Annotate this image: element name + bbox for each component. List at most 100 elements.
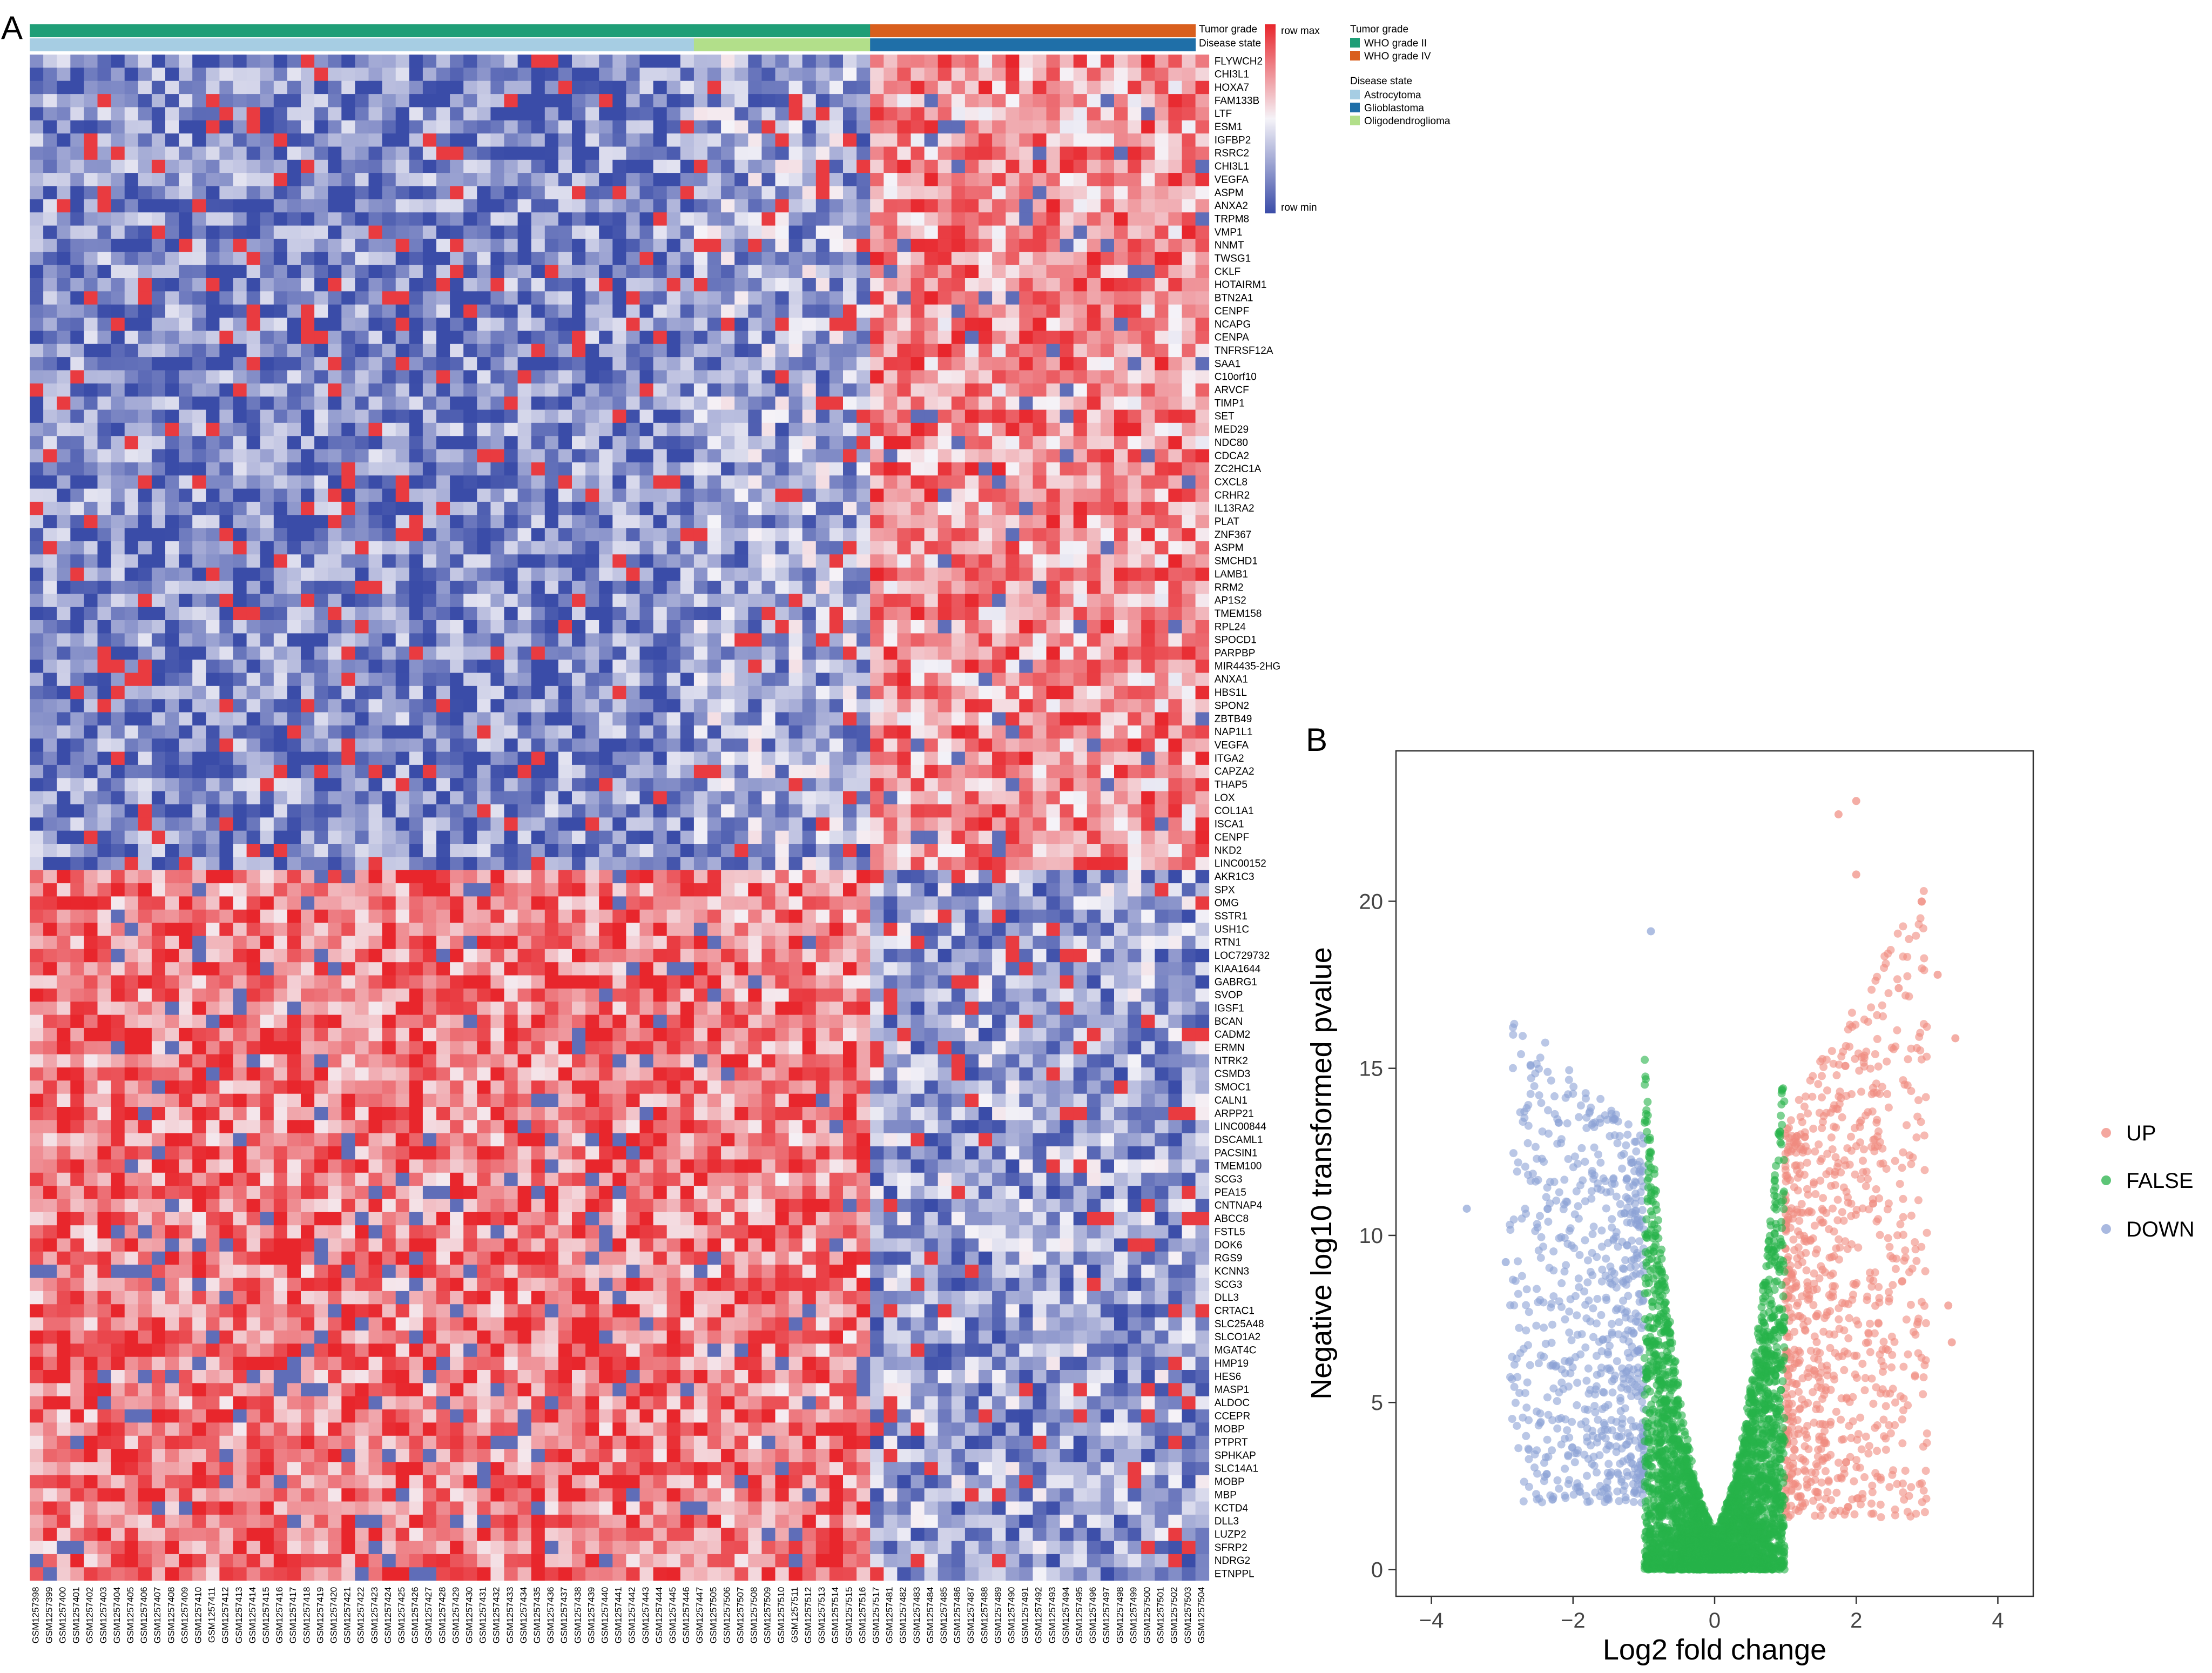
heat-cell <box>857 304 871 318</box>
heat-cell <box>693 633 708 647</box>
heat-cell <box>1100 501 1115 515</box>
heat-cell <box>599 633 613 647</box>
heat-cell <box>273 554 288 568</box>
heat-cell <box>666 225 681 239</box>
heat-cell <box>436 554 450 568</box>
heat-cell <box>1141 660 1155 673</box>
heat-cell <box>233 725 247 739</box>
heat-cell <box>1114 567 1128 581</box>
heat-cell <box>490 173 504 186</box>
heat-cell <box>884 173 898 186</box>
heat-cell <box>233 265 247 279</box>
heat-cell <box>612 660 626 673</box>
heat-cell <box>517 778 532 792</box>
heat-cell <box>301 146 315 160</box>
heat-cell <box>761 265 775 279</box>
heat-cell <box>355 751 369 765</box>
heat-cell <box>192 581 206 594</box>
heat-cell <box>233 225 247 239</box>
heat-cell <box>748 186 762 200</box>
heat-cell <box>653 80 667 95</box>
heat-cell <box>382 804 396 818</box>
heat-cell <box>1073 107 1088 121</box>
heat-cell <box>788 291 803 305</box>
heat-cell <box>84 567 98 581</box>
heat-cell <box>666 199 681 213</box>
heat-cell <box>815 422 830 436</box>
heat-cell <box>477 120 491 134</box>
heat-cell <box>382 660 396 673</box>
heat-cell <box>463 409 477 424</box>
heat-cell <box>1168 462 1182 476</box>
heat-cell <box>585 436 599 449</box>
heat-cell <box>1195 712 1210 726</box>
heat-cell <box>924 686 939 700</box>
heat-cell <box>815 159 830 173</box>
heat-cell <box>1087 252 1101 266</box>
heat-cell <box>301 594 315 608</box>
heat-cell <box>206 370 220 384</box>
heat-cell <box>436 764 450 778</box>
heat-cell <box>436 462 450 476</box>
heat-cell <box>111 80 125 95</box>
heat-cell <box>1046 225 1060 239</box>
heat-cell <box>84 370 98 384</box>
heat-cell <box>558 146 572 160</box>
heat-cell <box>1087 68 1101 82</box>
heat-cell <box>301 68 315 82</box>
heat-cell <box>951 383 966 397</box>
heat-cell <box>341 738 355 752</box>
heat-cell <box>395 186 410 200</box>
heat-cell <box>857 791 871 805</box>
heat-cell <box>531 357 545 371</box>
heat-cell <box>639 344 653 358</box>
heat-cell <box>84 462 98 476</box>
heat-cell <box>1195 764 1210 778</box>
heat-cell <box>1100 133 1115 147</box>
heat-cell <box>355 791 369 805</box>
heat-cell <box>233 238 247 252</box>
heat-cell <box>490 304 504 318</box>
heat-cell <box>585 291 599 305</box>
heat-cell <box>979 199 993 213</box>
heat-cell <box>395 515 410 529</box>
heat-cell <box>355 199 369 213</box>
heat-cell <box>979 436 993 449</box>
heat-cell <box>1128 107 1142 121</box>
heat-cell <box>368 107 382 121</box>
heat-cell <box>829 107 844 121</box>
heat-cell <box>558 581 572 594</box>
heat-cell <box>599 344 613 358</box>
heat-cell <box>517 528 532 542</box>
heat-cell <box>1006 238 1020 252</box>
heat-cell <box>382 318 396 331</box>
heat-cell <box>911 436 925 449</box>
heat-cell <box>572 488 586 502</box>
heat-cell <box>450 146 464 160</box>
heat-cell <box>1060 357 1074 371</box>
heat-cell <box>775 173 789 186</box>
heat-cell <box>179 225 193 239</box>
heat-cell <box>1168 686 1182 700</box>
heat-cell <box>70 475 84 489</box>
heat-cell <box>1006 515 1020 529</box>
heat-cell <box>979 462 993 476</box>
heat-cell <box>138 488 152 502</box>
heat-cell <box>70 225 84 239</box>
heat-cell <box>246 370 261 384</box>
heat-cell <box>246 554 261 568</box>
heat-cell <box>301 173 315 186</box>
heat-cell <box>1046 660 1060 673</box>
heat-cell <box>260 751 274 765</box>
heat-cell <box>382 515 396 529</box>
heat-cell <box>368 409 382 424</box>
heat-cell <box>761 120 775 134</box>
heat-cell <box>857 462 871 476</box>
heat-cell <box>599 265 613 279</box>
heat-cell <box>911 199 925 213</box>
heat-cell <box>57 764 71 778</box>
heat-cell <box>273 370 288 384</box>
heat-cell <box>1168 238 1182 252</box>
heat-cell <box>70 120 84 134</box>
heat-cell <box>707 607 721 621</box>
